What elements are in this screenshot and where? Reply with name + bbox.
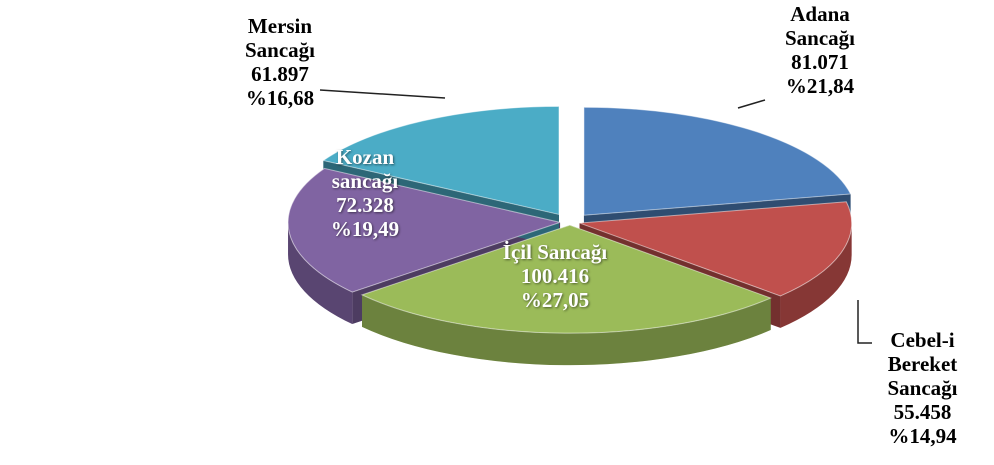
category-label: Cebel-i Bereket Sancağı [887,328,958,400]
percentage-label: %14,94 [888,424,957,448]
value-label: 55.458 [893,400,952,424]
slice-label: İçil Sancağı 100.416 %27,05 [455,240,655,312]
slice-label: Adana Sancağı 81.071 %21,84 [765,2,875,98]
value-label: 72.328 [336,193,394,217]
slice-sides [288,222,852,366]
slice-side [780,223,852,328]
percentage-label: %27,05 [520,288,590,312]
slice-label: Kozan sancağı 72.328 %19,49 [310,145,420,241]
slice-side [362,294,771,366]
slice-side-shade [780,223,852,328]
category-label: Kozan sancağı [331,145,399,193]
category-label: Adana Sancağı [784,2,855,50]
pie-slice [579,201,853,297]
leader-line [319,89,446,99]
value-label: 81.071 [791,50,849,74]
percentage-label: %21,84 [785,74,855,98]
pie-slice [322,105,560,216]
leader-line [737,99,766,109]
pie-slice [287,167,562,293]
value-label: 61.897 [251,62,309,86]
category-label: Mersin Sancağı [244,14,315,62]
value-label: 100.416 [520,264,590,288]
slice-label: Mersin Sancağı 61.897 %16,68 [215,14,345,110]
pie-slice [583,106,852,216]
leader-line [857,300,872,344]
slice-side-shade [362,294,771,366]
pie-slice [360,224,772,334]
slice-side [288,222,353,325]
category-label: İçil Sancağı [502,240,608,264]
slice-side-shade [288,222,353,325]
percentage-label: %16,68 [245,86,315,110]
slice-label: Cebel-i Bereket Sancağı 55.458 %14,94 [860,328,985,448]
percentage-label: %19,49 [330,217,400,241]
slice-tops [287,105,853,334]
